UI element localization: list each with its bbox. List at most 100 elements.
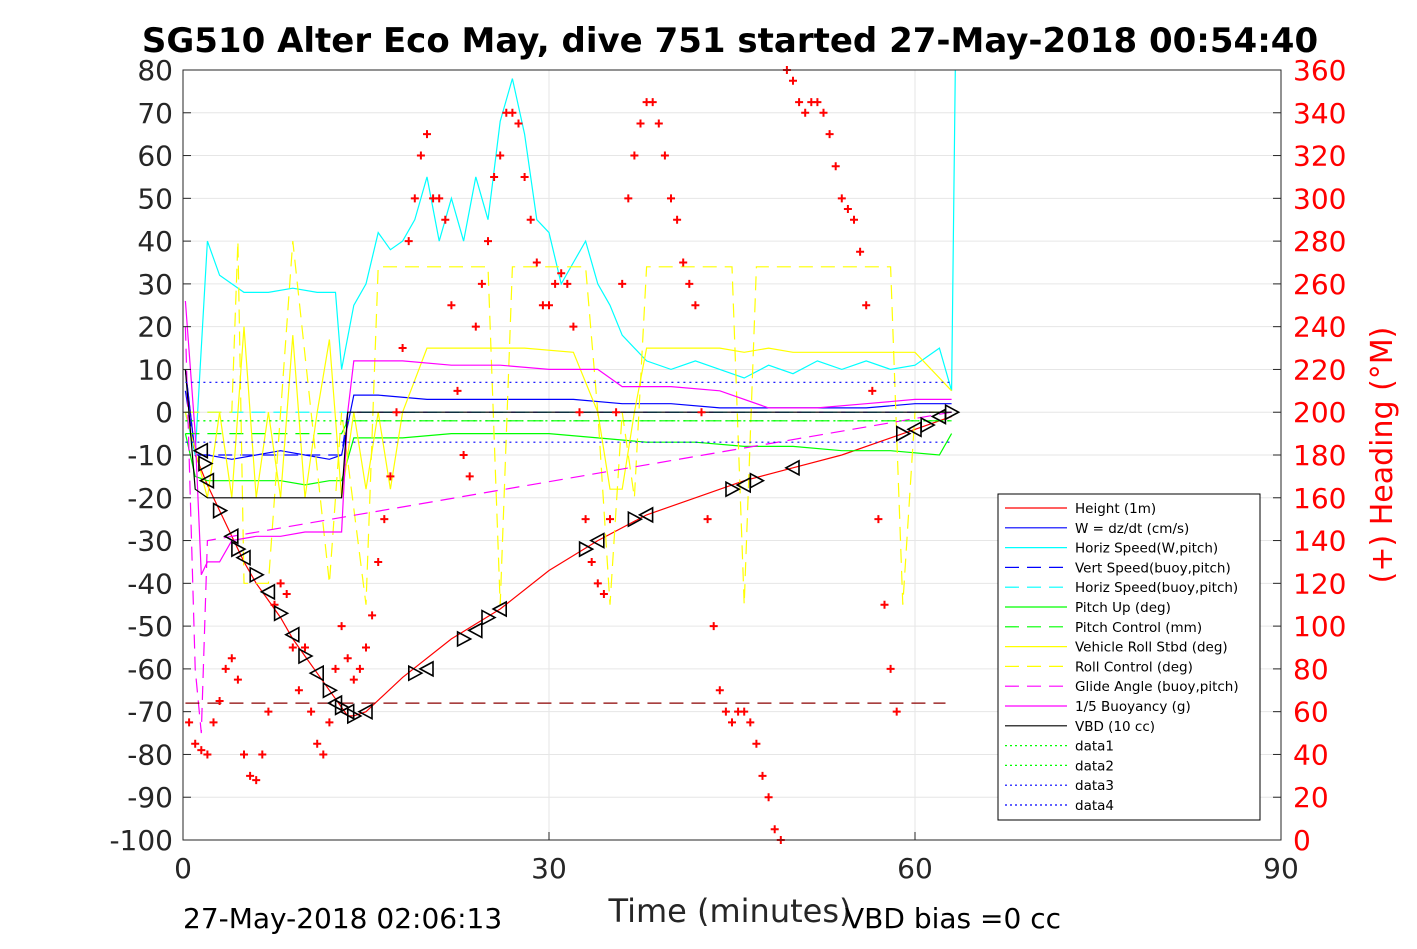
heading-point-23 xyxy=(325,718,334,727)
heading-point-42 xyxy=(441,215,450,224)
left-tick-label-1: -90 xyxy=(127,781,173,814)
left-tick-label-6: -40 xyxy=(127,567,173,600)
left-tick-label-13: 30 xyxy=(137,268,173,301)
heading-point-63 xyxy=(569,322,578,331)
triangle-marker-29 xyxy=(725,480,741,498)
heading-point-60 xyxy=(551,279,560,288)
triangle-marker-27 xyxy=(627,510,644,528)
heading-point-53 xyxy=(508,108,517,117)
heading-point-70 xyxy=(612,408,621,417)
left-tick-label-16: 60 xyxy=(137,140,173,173)
heading-point-25 xyxy=(337,622,346,631)
heading-point-37 xyxy=(410,194,419,203)
triangle-marker-13 xyxy=(322,681,339,699)
left-tick-label-8: -20 xyxy=(127,482,173,515)
heading-point-56 xyxy=(526,215,535,224)
heading-point-50 xyxy=(490,172,499,181)
heading-point-94 xyxy=(758,771,767,780)
triangle-marker-11 xyxy=(298,647,314,665)
bottom-tick-label-3: 90 xyxy=(1263,852,1299,885)
legend-label-8: Roll Control (deg) xyxy=(1075,659,1193,675)
heading-point-82 xyxy=(685,279,694,288)
heading-point-68 xyxy=(599,590,608,599)
heading-point-36 xyxy=(404,237,413,246)
heading-point-89 xyxy=(728,718,736,727)
heading-point-103 xyxy=(813,98,822,107)
right-tick-label-10: 200 xyxy=(1293,396,1346,429)
left-axis: -100-90-80-70-60-50-40-30-20-10010203040… xyxy=(109,54,191,857)
left-tick-label-18: 80 xyxy=(137,54,173,87)
triangle-marker-25 xyxy=(578,540,595,558)
triangle-marker-33 xyxy=(896,425,912,442)
heading-point-95 xyxy=(764,793,773,802)
heading-point-31 xyxy=(374,557,383,566)
right-axis: 0 20 40 60 80 100 120 140 160 180 200 220 240 260 280 3… xyxy=(1273,54,1346,857)
heading-point-78 xyxy=(660,151,669,160)
heading-point-29 xyxy=(362,643,370,652)
right-tick-label-7: 140 xyxy=(1293,525,1346,558)
triangle-marker-5 xyxy=(231,540,247,558)
heading-point-69 xyxy=(606,515,614,524)
right-tick-label-1: 20 xyxy=(1293,781,1329,814)
series-line-9 xyxy=(184,326,952,734)
left-tick-label-17: 70 xyxy=(137,97,173,130)
heading-point-46 xyxy=(465,472,474,481)
triangle-marker-20 xyxy=(418,660,434,678)
heading-point-83 xyxy=(691,301,700,310)
right-tick-label-13: 260 xyxy=(1293,268,1346,301)
heading-point-96 xyxy=(770,825,779,834)
heading-point-38 xyxy=(416,151,425,160)
heading-point-59 xyxy=(545,301,553,310)
footer-timestamp: 27-May-2018 02:06:13 xyxy=(183,902,502,935)
heading-point-2 xyxy=(197,746,206,755)
triangle-marker-0 xyxy=(192,442,209,460)
heading-point-34 xyxy=(392,408,401,417)
heading-point-84 xyxy=(697,408,706,417)
triangle-marker-8 xyxy=(259,583,276,601)
heading-point-0 xyxy=(185,718,194,727)
heading-point-19 xyxy=(301,643,309,652)
bottom-axis: 0 30 60 90 xyxy=(174,832,1299,885)
heading-point-49 xyxy=(484,237,492,246)
triangle-marker-6 xyxy=(235,549,251,567)
heading-point-26 xyxy=(343,654,352,663)
chart-title: SG510 Alter Eco May, dive 751 started 27… xyxy=(142,21,1318,61)
x-axis-label: Time (minutes) xyxy=(608,892,852,930)
heading-point-76 xyxy=(648,98,657,107)
heading-point-43 xyxy=(447,301,456,310)
right-tick-label-12: 240 xyxy=(1293,311,1346,344)
triangle-marker-12 xyxy=(308,664,324,682)
legend-label-14: data3 xyxy=(1075,778,1114,794)
heading-point-17 xyxy=(288,643,297,652)
heading-point-7 xyxy=(227,654,236,663)
left-tick-label-4: -60 xyxy=(127,653,173,686)
triangle-marker-23 xyxy=(481,609,497,626)
right-tick-label-3: 60 xyxy=(1293,696,1329,729)
left-tick-label-11: 10 xyxy=(137,353,173,386)
legend: Height (1m) W = dz/dt (cm/s) Horiz Speed(W… xyxy=(997,493,1261,821)
left-tick-label-10: 0 xyxy=(155,396,173,429)
heading-point-13 xyxy=(264,707,273,716)
left-tick-label-15: 50 xyxy=(137,182,173,215)
left-tick-label-0: -100 xyxy=(109,824,173,857)
triangle-marker-32 xyxy=(784,459,800,477)
heading-point-48 xyxy=(477,279,486,288)
heading-point-5 xyxy=(215,696,224,705)
heading-point-81 xyxy=(679,258,688,267)
heading-point-66 xyxy=(587,557,596,566)
triangle-marker-10 xyxy=(284,626,300,644)
heading-point-18 xyxy=(294,686,303,695)
legend-label-9: Glide Angle (buoy,pitch) xyxy=(1075,679,1239,695)
heading-point-86 xyxy=(709,622,718,631)
heading-point-35 xyxy=(398,344,407,353)
legend-label-0: Height (1m) xyxy=(1075,501,1156,517)
heading-point-110 xyxy=(856,247,865,256)
triangle-marker-7 xyxy=(249,566,265,584)
right-tick-label-17: 340 xyxy=(1293,97,1346,130)
triangle-marker-21 xyxy=(456,630,473,648)
bottom-tick-label-1: 30 xyxy=(531,852,567,885)
triangle-marker-2 xyxy=(198,472,215,490)
heading-point-32 xyxy=(380,515,389,524)
